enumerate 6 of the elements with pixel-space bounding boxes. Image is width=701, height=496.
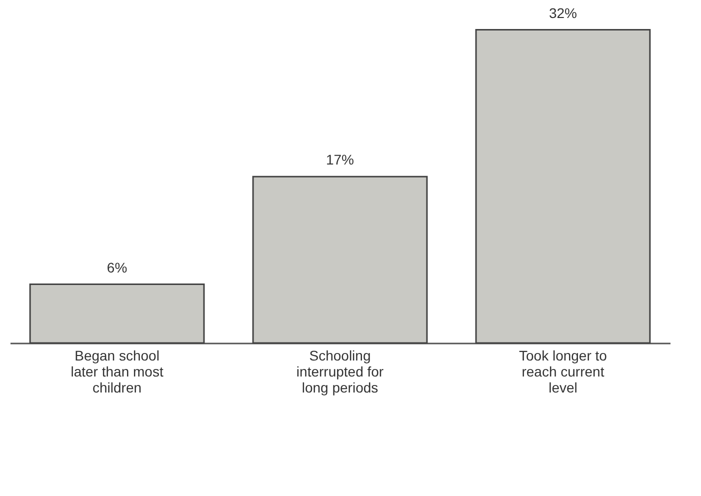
x-tick-label: Began school later than most children [70, 348, 164, 396]
data-label: 6% [106, 259, 128, 276]
data-label: 32% [548, 4, 577, 21]
data-label: 17% [326, 152, 354, 168]
x-tick-label: Took longer to reach current level [518, 348, 608, 396]
x-tick-label: Schooling interrupted for long periods [296, 348, 384, 396]
